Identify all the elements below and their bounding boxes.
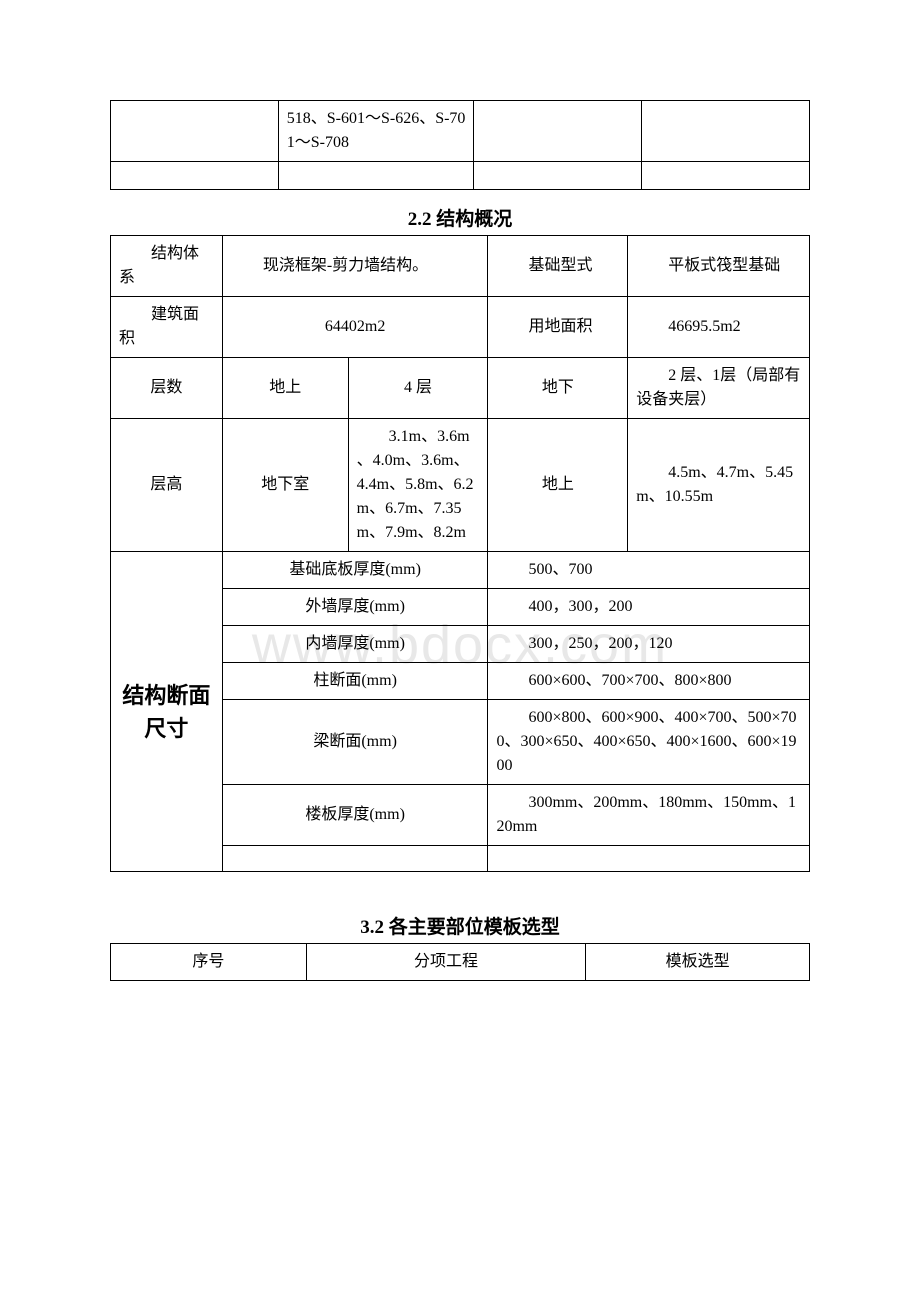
- table-row: 结构断面尺寸 基础底板厚度(mm) 500、700: [111, 552, 810, 589]
- cell: 地下: [488, 358, 628, 419]
- cell: 300，250，200，120: [488, 626, 810, 663]
- cell: 2 层、1层（局部有设备夹层）: [628, 358, 810, 419]
- cell: 46695.5m2: [628, 297, 810, 358]
- cell: 300mm、200mm、180mm、150mm、120mm: [488, 785, 810, 846]
- cell: 平板式筏型基础: [628, 236, 810, 297]
- table-row: 层高 地下室 3.1m、3.6m 、4.0m、3.6m、4.4m、5.8m、6.…: [111, 419, 810, 552]
- cell: 地下室: [222, 419, 348, 552]
- formwork-selection-table: 序号 分项工程 模板选型: [110, 943, 810, 981]
- cell: 用地面积: [488, 297, 628, 358]
- cell: 基础型式: [488, 236, 628, 297]
- cell: 结构体系: [111, 236, 223, 297]
- cell: [222, 846, 488, 872]
- section-2-2-title: 2.2 结构概况: [110, 204, 810, 231]
- fragment-table: 518、S-601～S-626、S-701～S-708: [110, 100, 810, 190]
- cell: 现浇框架-剪力墙结构。: [222, 236, 488, 297]
- header-item: 分项工程: [306, 944, 586, 981]
- cell: 600×800、600×900、400×700、500×700、300×650、…: [488, 700, 810, 785]
- cell: 建筑面积: [111, 297, 223, 358]
- cell: 楼板厚度(mm): [222, 785, 488, 846]
- cell: 600×600、700×700、800×800: [488, 663, 810, 700]
- cell: 基础底板厚度(mm): [222, 552, 488, 589]
- cell: [642, 162, 810, 190]
- section-3-2-title: 3.2 各主要部位模板选型: [110, 912, 810, 939]
- cell: 4 层: [348, 358, 488, 419]
- cell: [111, 101, 279, 162]
- cell: [278, 162, 474, 190]
- cell: 梁断面(mm): [222, 700, 488, 785]
- cell: [111, 162, 279, 190]
- structure-overview-table: 结构体系 现浇框架-剪力墙结构。 基础型式 平板式筏型基础 建筑面积 64402…: [110, 235, 810, 872]
- cell: 500、700: [488, 552, 810, 589]
- cell: 层数: [111, 358, 223, 419]
- cell: 地上: [222, 358, 348, 419]
- cell: 518、S-601～S-626、S-701～S-708: [278, 101, 474, 162]
- header-type: 模板选型: [586, 944, 810, 981]
- cell: [474, 162, 642, 190]
- table-row: 层数 地上 4 层 地下 2 层、1层（局部有设备夹层）: [111, 358, 810, 419]
- header-seq: 序号: [111, 944, 307, 981]
- cell: 地上: [488, 419, 628, 552]
- table-row: 建筑面积 64402m2 用地面积 46695.5m2: [111, 297, 810, 358]
- cell: 柱断面(mm): [222, 663, 488, 700]
- table-row: [111, 162, 810, 190]
- cell: 外墙厚度(mm): [222, 589, 488, 626]
- cell: 内墙厚度(mm): [222, 626, 488, 663]
- page-content: 518、S-601～S-626、S-701～S-708 2.2 结构概况 结构体…: [110, 100, 810, 981]
- cell: 3.1m、3.6m 、4.0m、3.6m、4.4m、5.8m、6.2m、6.7m…: [348, 419, 488, 552]
- cell: 4.5m、4.7m、5.45m、10.55m: [628, 419, 810, 552]
- section-dims-label: 结构断面尺寸: [111, 552, 223, 872]
- table-row: 结构体系 现浇框架-剪力墙结构。 基础型式 平板式筏型基础: [111, 236, 810, 297]
- cell: [488, 846, 810, 872]
- table-row: 序号 分项工程 模板选型: [111, 944, 810, 981]
- table-row: 518、S-601～S-626、S-701～S-708: [111, 101, 810, 162]
- cell: [474, 101, 642, 162]
- cell: [642, 101, 810, 162]
- cell: 400，300，200: [488, 589, 810, 626]
- cell: 64402m2: [222, 297, 488, 358]
- cell: 层高: [111, 419, 223, 552]
